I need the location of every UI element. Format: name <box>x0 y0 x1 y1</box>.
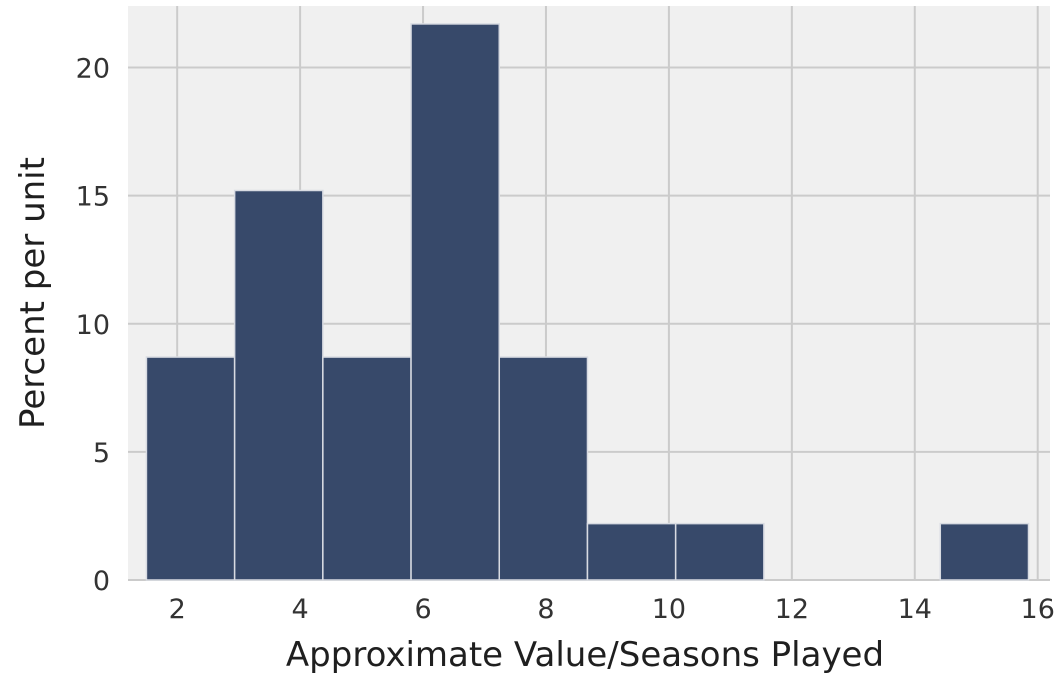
histogram-bar <box>145 356 236 581</box>
y-tick-label: 0 <box>93 566 110 597</box>
x-tick-label: 8 <box>537 594 554 625</box>
y-tick-label: 10 <box>76 310 110 341</box>
bars <box>145 23 1030 581</box>
histogram-bar <box>410 23 501 581</box>
histogram-bar <box>674 522 765 581</box>
histogram-bar <box>322 356 412 581</box>
x-tick-labels: 2 4 6 8 10 12 14 16 <box>169 594 1055 625</box>
x-tick-label: 2 <box>169 594 186 625</box>
y-axis-label: Percent per unit <box>13 157 53 429</box>
histogram-bar <box>498 356 589 581</box>
x-tick-label: 4 <box>292 594 309 625</box>
x-tick-label: 6 <box>414 594 431 625</box>
x-tick-label: 10 <box>652 594 686 625</box>
histogram-bar <box>233 189 324 581</box>
x-tick-label: 16 <box>1021 594 1055 625</box>
y-tick-label: 15 <box>76 182 110 213</box>
x-axis-label: Approximate Value/Seasons Played <box>286 635 884 675</box>
y-tick-labels: 0 5 10 15 20 <box>76 54 110 598</box>
x-tick-label: 14 <box>898 594 932 625</box>
y-tick-label: 20 <box>76 54 110 85</box>
y-tick-label: 5 <box>93 438 110 469</box>
x-tick-label: 12 <box>775 594 809 625</box>
histogram-bar <box>939 522 1030 581</box>
histogram-bar <box>586 522 677 581</box>
